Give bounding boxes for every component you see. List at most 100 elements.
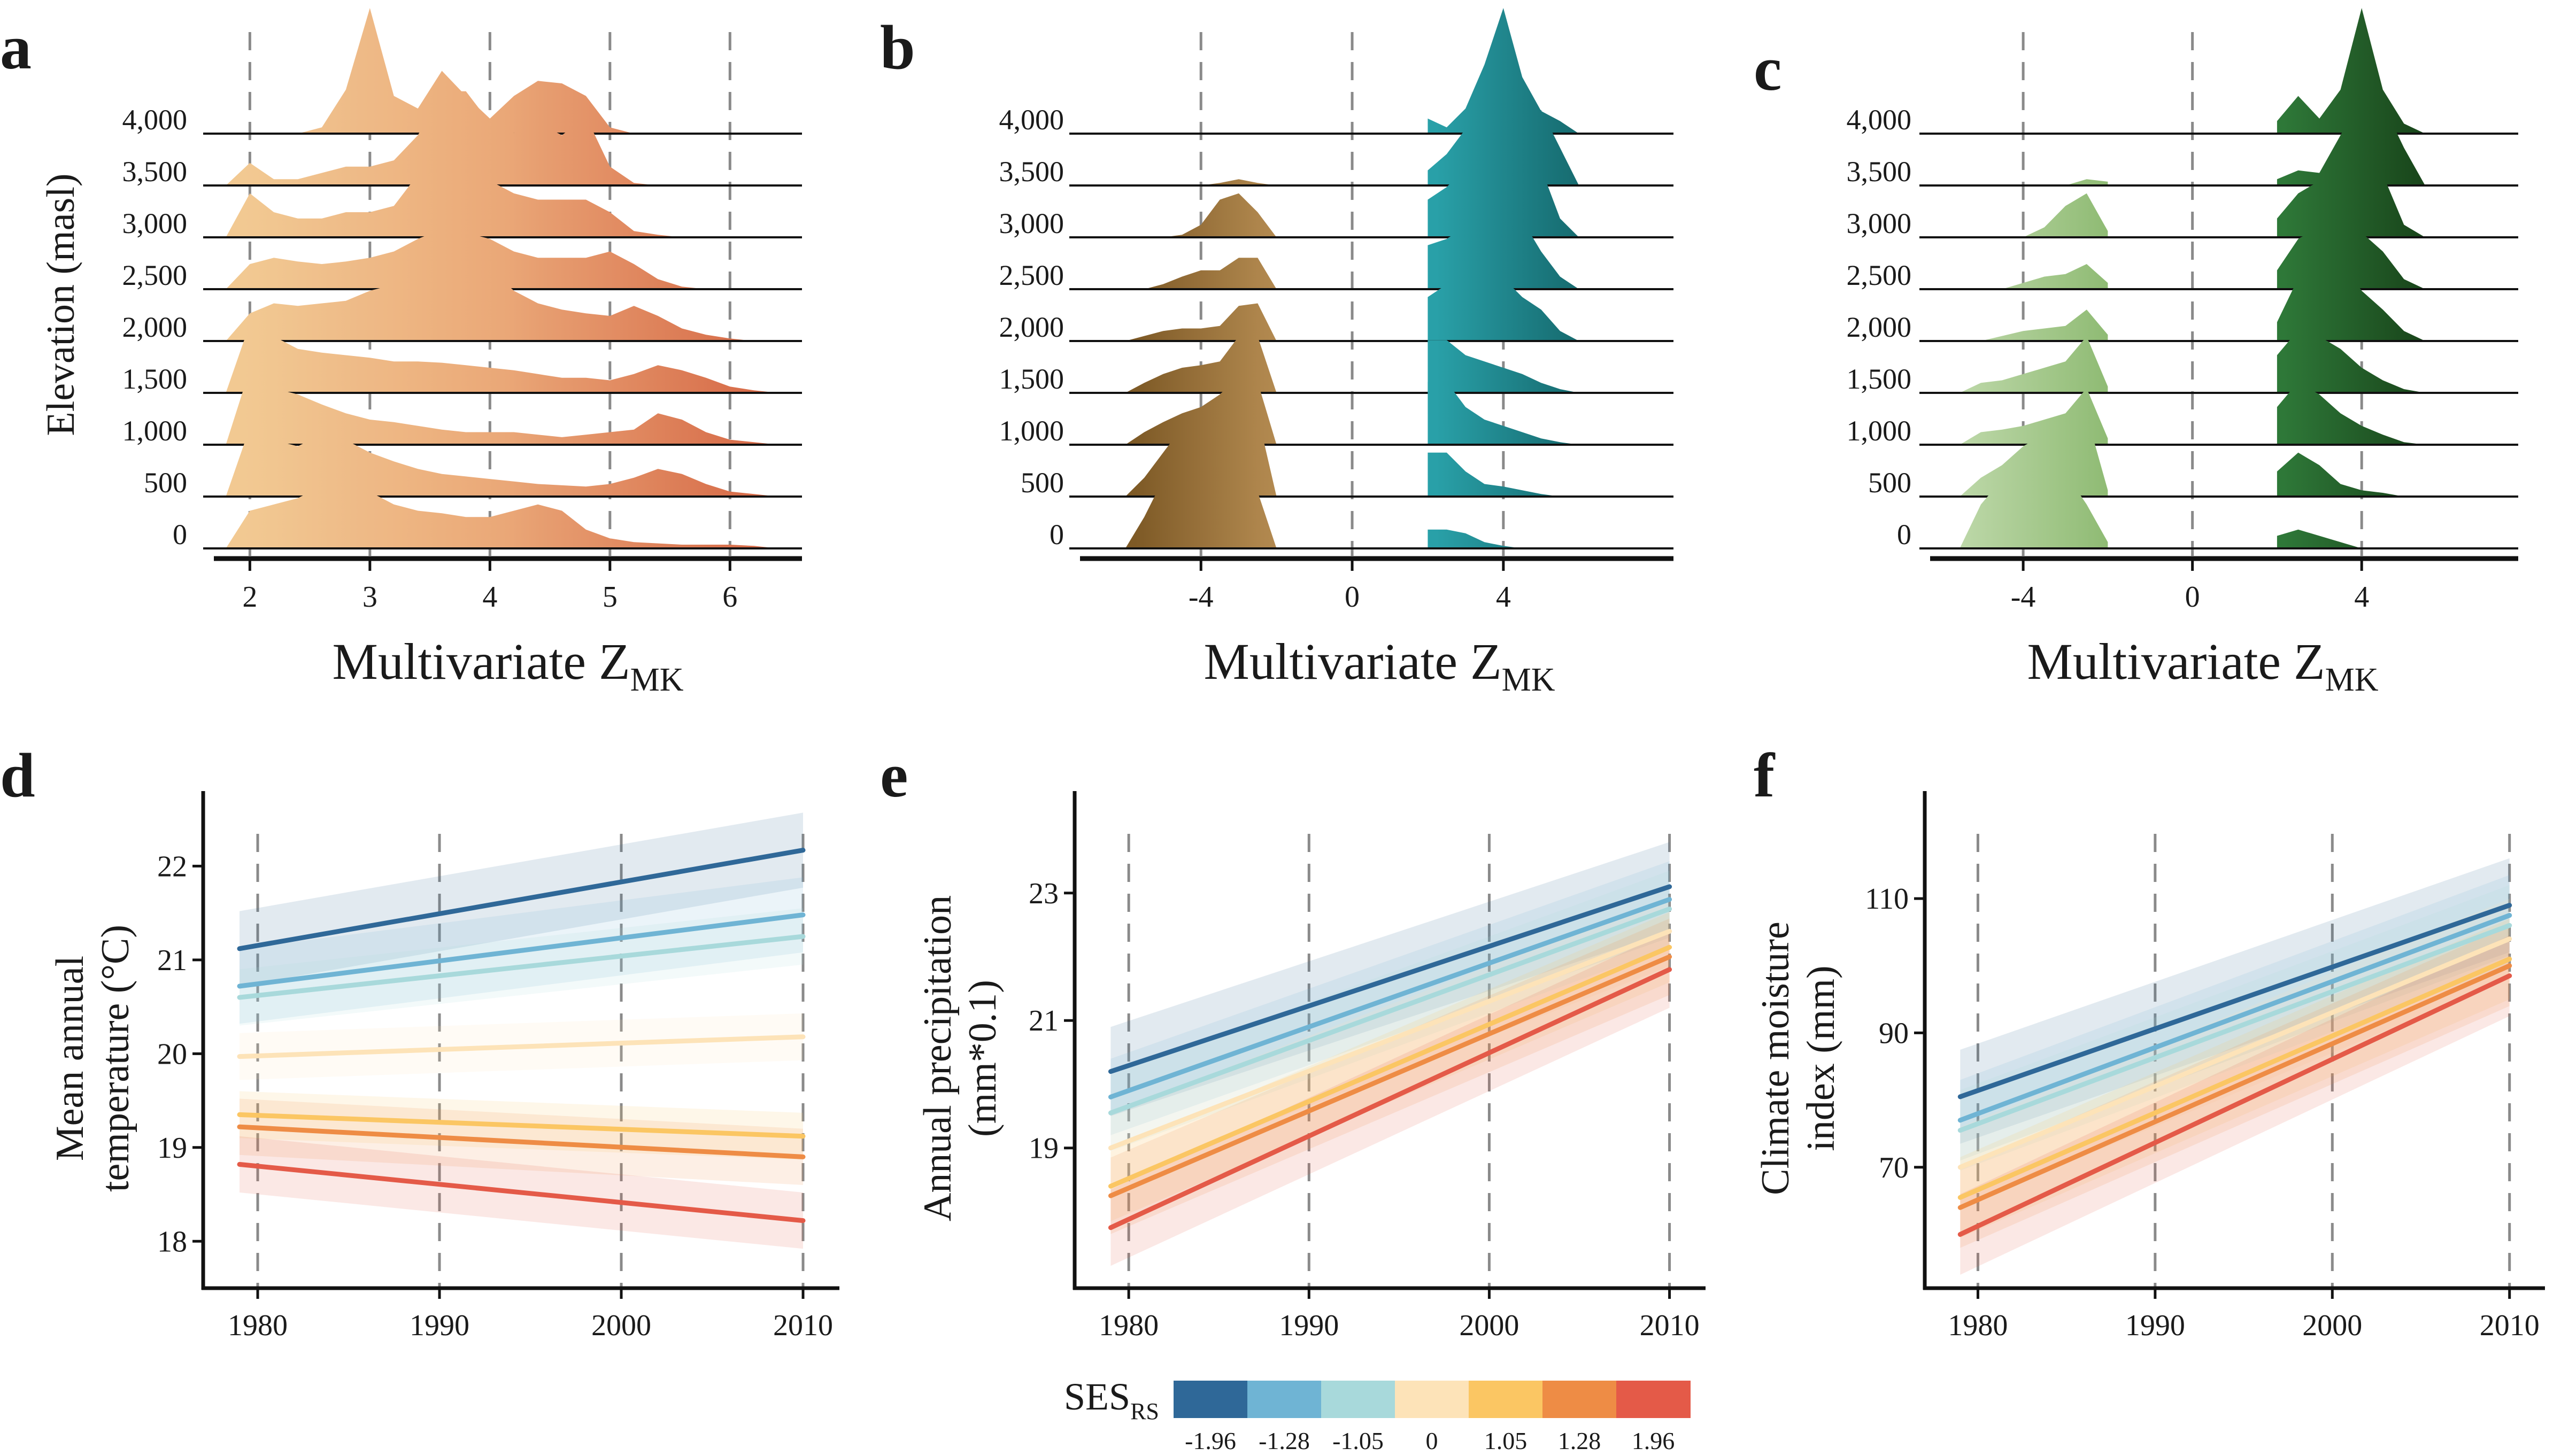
panel-e-line-chart: 1980 1990 2000 2010 19 21 23 Annual precipitat… (916, 791, 1706, 1342)
y-tick-label: 21 (157, 944, 187, 977)
panel-label-f: f (1754, 740, 1776, 810)
trend-line-ses-1.05 (1108, 944, 1672, 1189)
panel-a-ridgeline: 4,0003,5003,0002,5002,0001,5001,0005000 … (39, 8, 802, 698)
elevation-label: 1,000 (1847, 415, 1912, 447)
legend-tick-label: -1.96 (1185, 1427, 1236, 1454)
ridge-b-2,500 (1125, 207, 1579, 289)
trend-line-ses-1.96 (1108, 967, 1672, 1230)
panel-c-elevation-labels: 4,000 3,500 3,000 2,500 2,000 1,500 1,000 500 0 (1847, 104, 1912, 551)
x-tick-label: 0 (2185, 580, 2200, 614)
elevation-label: 2,000 (122, 311, 188, 343)
panel-f-y-title-line2: index (mm) (1799, 965, 1843, 1151)
x-tick-label: -4 (2011, 580, 2036, 614)
panel-f-ticks: 1980 1990 2000 2010 70 90 110 (1865, 882, 2540, 1342)
elevation-label: 500 (144, 467, 187, 499)
panel-e-y-title-line1: Annual precipitation (916, 895, 960, 1221)
trend-line-ses-1.05 (1957, 956, 2512, 1200)
legend-swatch (1174, 1381, 1248, 1418)
elevation-label: 1,500 (122, 363, 188, 395)
panel-b-ridges (1069, 8, 1673, 549)
ridge-a-2,000 (226, 268, 778, 341)
panel-b-ridgeline: 4,0003,5003,0002,5002,0001,5001,0005000 … (999, 8, 1673, 698)
trend-line-ses--1.96 (1108, 884, 1672, 1074)
ridge-a-3,500 (226, 91, 778, 185)
trend-line-ses--1.05 (237, 934, 806, 1000)
y-tick-label: 23 (1029, 877, 1059, 910)
legend-tick-label: 1.96 (1632, 1427, 1675, 1454)
y-tick-label: 21 (1029, 1004, 1059, 1037)
elevation-label: 3,000 (1847, 207, 1912, 239)
elevation-label: 0 (173, 518, 187, 551)
panel-a-ridges (203, 8, 802, 549)
panel-d-y-title-line1: Mean annual (48, 956, 92, 1161)
ridge-c-2,000 (1960, 259, 2425, 341)
legend-swatch (1616, 1381, 1691, 1418)
panel-label-c: c (1754, 34, 1781, 104)
x-tick-label: 6 (722, 580, 737, 614)
x-tick-label: 2 (242, 580, 257, 614)
legend-title: SESRS (1064, 1375, 1159, 1424)
legend-tick-label: -1.28 (1259, 1427, 1310, 1454)
y-tick-label: 19 (157, 1132, 187, 1165)
panel-a-x-ticks: 2 3 4 5 6 (242, 559, 737, 614)
trend-line-ses--1.28 (1957, 913, 2512, 1123)
elevation-label: 3,000 (122, 207, 188, 239)
ridge-b-3,500 (1125, 91, 1579, 185)
elevation-label: 2,500 (122, 259, 188, 291)
panel-d-gridlines (256, 834, 805, 1288)
panel-label-e: e (880, 740, 908, 810)
x-tick-label: 2000 (591, 1309, 651, 1342)
trend-line-ses--1.96 (1957, 903, 2512, 1099)
elevation-label: 1,500 (1847, 363, 1912, 395)
panel-e-lines (1108, 884, 1672, 1230)
x-tick-label: 4 (482, 580, 497, 614)
y-tick-label: 18 (157, 1225, 187, 1258)
ridge-b-2,000 (1125, 272, 1579, 341)
trend-line-ses--1.05 (1108, 907, 1672, 1116)
x-tick-label: 5 (603, 580, 618, 614)
y-tick-label: 110 (1865, 882, 1909, 916)
elevation-label: 2,000 (1847, 311, 1912, 343)
panel-a-x-title: Multivariate ZMK (332, 633, 683, 698)
elevation-label: 3,500 (122, 156, 188, 188)
ridge-a-1,000 (226, 369, 778, 445)
elevation-label: 2,500 (999, 259, 1064, 291)
legend-swatch (1395, 1381, 1469, 1418)
elevation-label: 0 (1897, 518, 1911, 551)
x-tick-label: 1990 (410, 1309, 469, 1342)
elevation-label: 4,000 (1847, 104, 1912, 136)
elevation-label: 500 (1868, 467, 1911, 499)
ridge-b-0 (1125, 435, 1579, 548)
x-tick-label: 4 (2354, 580, 2369, 614)
x-tick-label: 1980 (228, 1309, 288, 1342)
ridge-a-2,500 (226, 229, 778, 289)
panel-c-ridges (1919, 8, 2518, 549)
legend-tick-label: -1.05 (1332, 1427, 1384, 1454)
legend-swatch (1542, 1381, 1617, 1418)
panel-c-ridgeline: 4,0003,5003,0002,5002,0001,5001,0005000 … (1847, 8, 2518, 698)
legend-tick-label: 1.28 (1558, 1427, 1601, 1454)
x-tick-label: 2010 (1640, 1309, 1700, 1342)
y-tick-label: 19 (1029, 1132, 1059, 1165)
elevation-label: 500 (1021, 467, 1064, 499)
trend-line-ses-1.96 (237, 1161, 806, 1223)
legend-tick-label: 0 (1426, 1427, 1438, 1454)
panel-label-a: a (0, 12, 32, 82)
x-tick-label: 1990 (1279, 1309, 1339, 1342)
elevation-label: 4,000 (999, 104, 1064, 136)
panel-label-b: b (880, 12, 915, 82)
trend-line-ses--1.28 (1108, 897, 1672, 1099)
x-tick-label: 4 (1496, 580, 1511, 614)
x-tick-label: 1990 (2125, 1309, 2185, 1342)
x-tick-label: 1980 (1099, 1309, 1159, 1342)
x-tick-label: -4 (1189, 580, 1214, 614)
trend-line-ses-1.28 (1957, 963, 2512, 1210)
trend-line-ses-1.96 (1957, 973, 2512, 1237)
trend-line-ses-1.05 (237, 1112, 806, 1139)
ridge-a-1,500 (226, 323, 778, 393)
ridge-a-3,000 (226, 137, 778, 237)
panel-d-y-title-line2: temperature (°C) (94, 925, 137, 1192)
trend-line-ses-0 (1108, 928, 1672, 1151)
panel-d-line-chart: 1980 1990 2000 2010 18 19 20 21 22 Mean annual t… (48, 791, 839, 1342)
